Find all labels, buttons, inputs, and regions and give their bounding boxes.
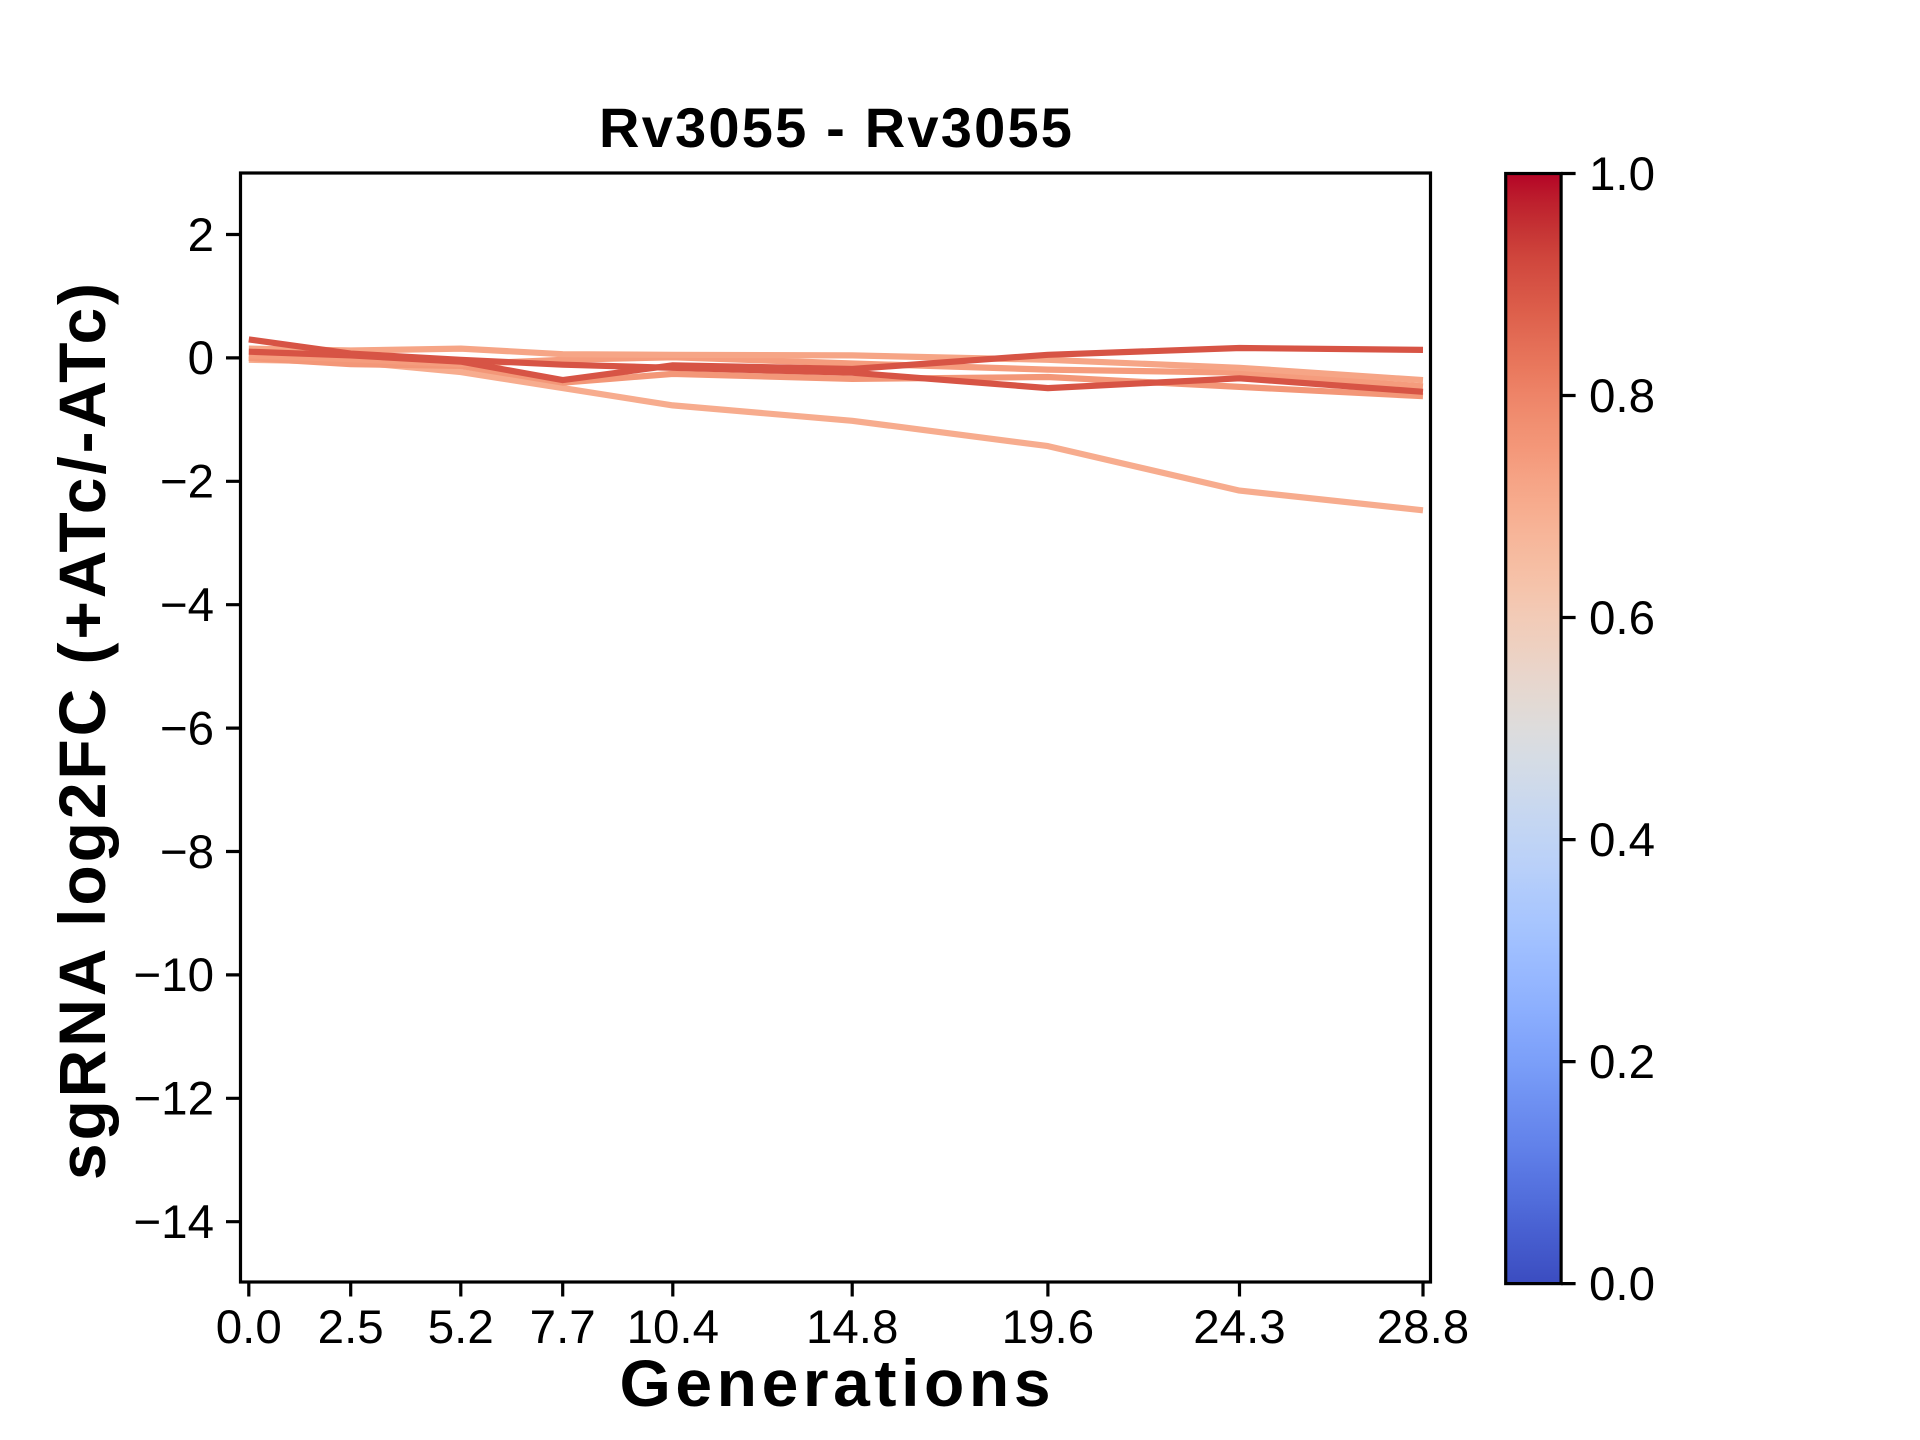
svg-text:24.3: 24.3 [1193,1301,1285,1354]
svg-text:−14: −14 [133,1196,214,1249]
svg-text:0: 0 [188,332,214,385]
svg-text:28.8: 28.8 [1377,1301,1469,1354]
svg-text:0.8: 0.8 [1589,370,1655,423]
svg-text:−10: −10 [133,949,214,1002]
svg-text:7.7: 7.7 [530,1301,596,1354]
svg-text:Rv3055 - Rv3055: Rv3055 - Rv3055 [599,96,1074,159]
svg-text:−12: −12 [133,1073,214,1126]
svg-text:sgRNA log2FC (+ATc/-ATc): sgRNA log2FC (+ATc/-ATc) [45,280,119,1180]
svg-text:0.0: 0.0 [216,1301,282,1354]
svg-text:2: 2 [188,209,214,262]
svg-text:19.6: 19.6 [1002,1301,1094,1354]
svg-text:0.4: 0.4 [1589,814,1655,867]
svg-text:2.5: 2.5 [318,1301,384,1354]
svg-text:−8: −8 [160,826,214,879]
svg-text:−6: −6 [160,702,214,755]
svg-text:−2: −2 [160,456,214,509]
svg-text:10.4: 10.4 [627,1301,719,1354]
svg-text:−4: −4 [160,579,214,632]
svg-text:0.6: 0.6 [1589,592,1655,645]
svg-text:14.8: 14.8 [806,1301,898,1354]
svg-text:0.0: 0.0 [1589,1258,1655,1311]
svg-text:Generations: Generations [619,1346,1055,1420]
svg-text:1.0: 1.0 [1589,148,1655,201]
svg-text:0.2: 0.2 [1589,1036,1655,1089]
svg-text:5.2: 5.2 [428,1301,494,1354]
